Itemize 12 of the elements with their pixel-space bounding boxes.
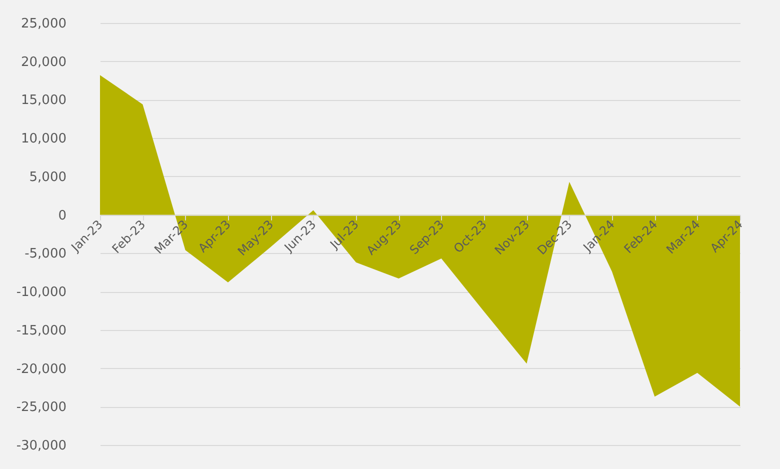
y-tick-label: 0	[58, 208, 66, 224]
y-tick-label: -10,000	[16, 285, 66, 300]
y-tick-label: 15,000	[21, 93, 66, 108]
y-tick-label: -20,000	[16, 362, 66, 377]
y-tick-label: -30,000	[16, 438, 66, 454]
y-tick-label: 10,000	[21, 132, 66, 147]
y-tick-label: -25,000	[16, 400, 66, 416]
y-tick-label: -5,000	[24, 246, 66, 262]
y-tick-label: 20,000	[21, 54, 66, 70]
y-tick-label: 25,000	[21, 16, 66, 32]
y-tick-label: 5,000	[29, 170, 66, 185]
y-tick-label: -15,000	[16, 323, 66, 338]
